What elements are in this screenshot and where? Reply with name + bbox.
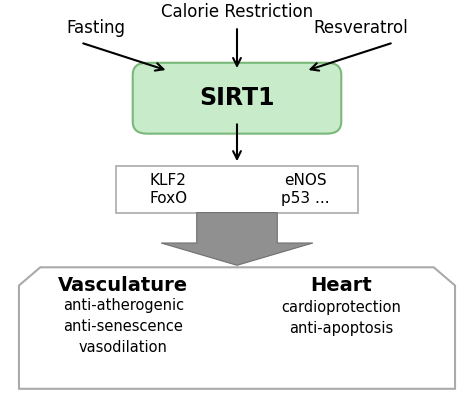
Text: eNOS
p53 ...: eNOS p53 ...: [282, 173, 330, 206]
Text: cardioprotection
anti-apoptosis: cardioprotection anti-apoptosis: [282, 300, 401, 336]
Text: Resveratrol: Resveratrol: [313, 19, 408, 37]
Polygon shape: [161, 213, 313, 265]
FancyBboxPatch shape: [116, 166, 358, 213]
Text: Calorie Restriction: Calorie Restriction: [161, 3, 313, 21]
Text: anti-atherogenic
anti-senescence
vasodilation: anti-atherogenic anti-senescence vasodil…: [63, 298, 184, 354]
Polygon shape: [19, 267, 455, 389]
Text: SIRT1: SIRT1: [199, 86, 275, 110]
Text: KLF2
FoxO: KLF2 FoxO: [149, 173, 187, 206]
FancyBboxPatch shape: [133, 63, 341, 134]
Text: Heart: Heart: [310, 276, 372, 295]
Text: Fasting: Fasting: [66, 19, 125, 37]
Text: Vasculature: Vasculature: [58, 276, 188, 295]
